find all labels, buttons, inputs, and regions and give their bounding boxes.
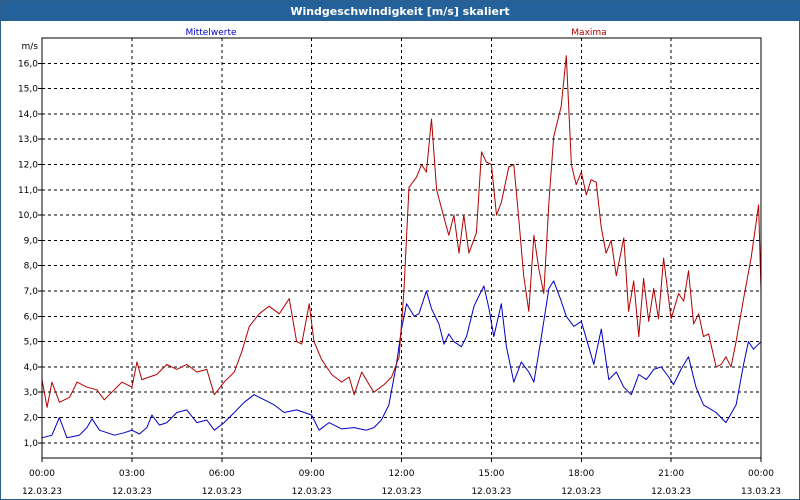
x-tick-date-label: 12.03.23	[651, 487, 691, 497]
y-tick-label: 13,0	[18, 135, 38, 145]
chart-title: Windgeschwindigkeit [m/s] skaliert	[1, 1, 799, 21]
x-tick-date-label: 12.03.23	[381, 487, 421, 497]
y-tick-label: 8,0	[24, 262, 39, 272]
y-axis-label: m/s	[22, 42, 39, 52]
x-tick-date-label: 12.03.23	[561, 487, 601, 497]
y-tick-label: 1,0	[24, 439, 39, 449]
x-tick-time-label: 06:00	[209, 469, 235, 479]
y-tick-label: 2,0	[24, 414, 39, 424]
x-tick-time-label: 18:00	[568, 469, 594, 479]
x-tick-date-label: 12.03.23	[292, 487, 332, 497]
x-tick-time-label: 21:00	[658, 469, 684, 479]
axes	[38, 37, 762, 462]
y-tick-label: 11,0	[18, 186, 38, 196]
y-tick-label: 3,0	[24, 388, 39, 398]
series-line-maxima	[41, 55, 762, 408]
x-tick-time-label: 15:00	[478, 469, 504, 479]
x-tick-date-label: 13.03.23	[741, 487, 781, 497]
y-tick-label: 15,0	[18, 85, 38, 95]
legend-label-maxima: Maxima	[571, 28, 606, 38]
x-tick-time-label: 12:00	[389, 469, 415, 479]
series-line-mittelwerte	[41, 280, 762, 439]
x-tick-date-label: 12.03.23	[471, 487, 511, 497]
y-tick-label: 14,0	[18, 110, 38, 120]
y-tick-label: 7,0	[24, 287, 39, 297]
x-tick-time-label: 00:00	[29, 469, 55, 479]
y-tick-label: 16,0	[18, 59, 38, 69]
series-layer	[41, 55, 762, 439]
x-tick-date-label: 12.03.23	[202, 487, 242, 497]
y-tick-label: 6,0	[24, 312, 39, 322]
y-tick-label: 5,0	[24, 338, 39, 348]
x-tick-time-label: 03:00	[119, 469, 145, 479]
x-tick-date-label: 12.03.23	[112, 487, 152, 497]
grid	[42, 38, 761, 458]
y-tick-label: 4,0	[24, 363, 39, 373]
legend-label-mittelwerte: Mittelwerte	[185, 28, 236, 38]
x-tick-time-label: 09:00	[299, 469, 325, 479]
y-tick-label: 9,0	[24, 236, 39, 246]
plot-frame	[41, 37, 762, 459]
labels: 1,0 2,0 3,0 4,0 5,0 6,0 7,0 8,0 9,0 10,0 11,0 12,0 1…	[18, 28, 781, 497]
y-tick-label: 12,0	[18, 161, 38, 171]
y-tick-label: 10,0	[18, 211, 38, 221]
x-tick-time-label: 00:00	[748, 469, 774, 479]
x-tick-date-label: 12.03.23	[22, 487, 62, 497]
